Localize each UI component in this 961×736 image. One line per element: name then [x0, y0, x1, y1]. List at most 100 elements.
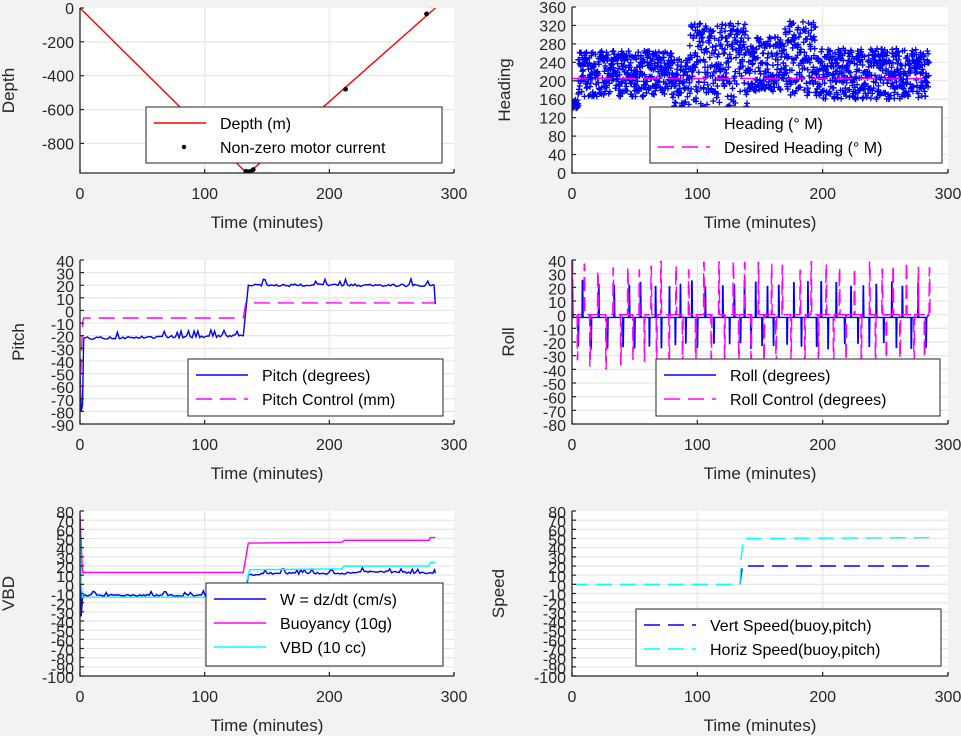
y-tick-label: -50: [51, 624, 74, 641]
data-point: [610, 48, 617, 55]
legend-box: [145, 106, 443, 164]
data-point: [713, 94, 720, 101]
x-tick-label: 100: [191, 689, 218, 706]
data-point: [859, 95, 866, 102]
data-point: [753, 46, 760, 53]
data-point: [730, 93, 737, 100]
data-point: [723, 70, 730, 77]
data-point: [749, 57, 756, 64]
y-tick-label: -40: [543, 615, 566, 632]
x-tick-label: 200: [809, 437, 836, 454]
data-point: [903, 72, 910, 79]
data-point: [888, 64, 895, 71]
data-point: [622, 80, 629, 87]
data-point: [623, 83, 630, 90]
y-tick-label: -80: [543, 652, 566, 669]
legend-box: [187, 358, 444, 417]
data-point: [802, 25, 809, 32]
data-point: [747, 51, 754, 58]
data-point: [863, 94, 870, 101]
data-point: [765, 50, 772, 57]
data-point: [741, 21, 748, 28]
series-roll-degrees: [572, 279, 930, 350]
data-point: [889, 59, 896, 66]
data-point: [653, 83, 660, 90]
x-tick-label: 300: [935, 689, 961, 706]
data-point: [894, 91, 901, 98]
data-point: [751, 49, 758, 56]
data-point: [692, 49, 699, 56]
data-point: [714, 83, 721, 90]
data-point: [786, 18, 793, 25]
data-point: [900, 85, 907, 92]
chart-vbd: 0 100 200 30080706050403020100-10-20-30-40-…: [0, 505, 467, 735]
data-point: [678, 89, 685, 96]
data-point: [732, 68, 739, 75]
y-tick-label: -100: [534, 670, 566, 687]
data-point: [593, 93, 600, 100]
data-point: [741, 44, 748, 51]
legend-marker: [181, 144, 187, 150]
data-point: [654, 63, 661, 70]
data-point: [799, 18, 806, 25]
data-point: [642, 81, 649, 88]
data-point: [896, 53, 903, 60]
y-tick-label: -40: [51, 355, 74, 372]
legend-item: Desired Heading (° M): [658, 140, 882, 157]
legend-label: Heading (° M): [724, 116, 823, 133]
x-tick-label: 300: [935, 186, 961, 203]
y-tick-label: -90: [51, 418, 74, 435]
data-point: [818, 58, 825, 65]
data-point: [595, 85, 602, 92]
data-point: [599, 52, 606, 59]
data-point: [827, 47, 834, 54]
data-point: [780, 75, 787, 82]
y-tick-label: -50: [543, 377, 566, 394]
data-point: [725, 58, 732, 65]
data-point: [906, 62, 913, 69]
data-point: [875, 86, 882, 93]
data-point: [633, 56, 640, 63]
data-point: [709, 72, 716, 79]
data-point: [912, 46, 919, 53]
data-point: [921, 88, 928, 95]
data-point: [613, 82, 620, 89]
y-tick-label: 30: [56, 551, 74, 568]
data-point: [738, 46, 745, 53]
y-tick-label: -70: [51, 393, 74, 410]
legend-label: W = dz/dt (cm/s): [280, 592, 397, 609]
y-tick-label: -10: [51, 588, 74, 605]
legend: W = dz/dt (cm/s) Buoyancy (10g) VBD (10 cc…: [205, 582, 444, 667]
data-point: [674, 71, 681, 78]
data-point: [901, 47, 908, 54]
data-point: [580, 72, 587, 79]
data-point: [774, 56, 781, 63]
data-point: [580, 66, 587, 73]
y-tick-label: -400: [42, 69, 74, 86]
data-point: [893, 79, 900, 86]
data-point: [672, 100, 679, 107]
data-point: [655, 48, 662, 55]
data-point: [836, 48, 843, 55]
data-point: [765, 69, 772, 76]
data-point: [737, 37, 744, 44]
y-tick-label: -70: [543, 643, 566, 660]
data-point: [719, 45, 726, 52]
data-point: [905, 92, 912, 99]
legend: Pitch (degrees) Pitch Control (mm): [187, 358, 444, 417]
data-point: [721, 49, 728, 56]
y-tick-label: -70: [543, 404, 566, 421]
data-point: [627, 59, 634, 66]
data-point: [801, 49, 808, 56]
data-point: [891, 95, 898, 102]
data-point: [710, 80, 717, 87]
legend: Heading (° M) Desired Heading (° M): [649, 106, 943, 164]
series-group: [572, 260, 931, 370]
data-point: [918, 85, 925, 92]
data-point: [616, 71, 623, 78]
data-point: [814, 55, 821, 62]
data-point: [661, 90, 668, 97]
data-point: [706, 39, 713, 46]
data-point: [843, 92, 850, 99]
data-point: [797, 84, 804, 91]
